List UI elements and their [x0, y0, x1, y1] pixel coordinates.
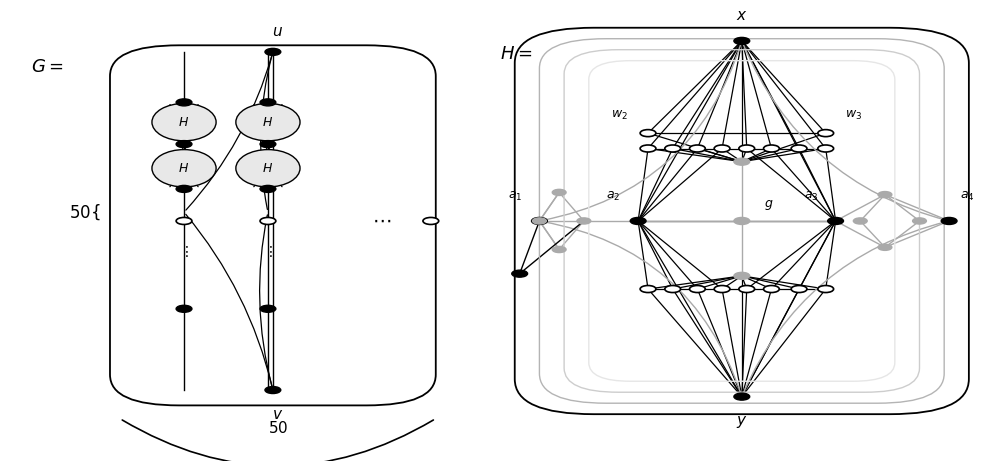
Circle shape [423, 218, 439, 225]
Text: $a_4$: $a_4$ [959, 190, 974, 203]
Circle shape [260, 141, 276, 148]
Circle shape [818, 130, 834, 136]
Circle shape [176, 185, 192, 192]
Circle shape [641, 285, 656, 293]
Text: $g$: $g$ [763, 198, 773, 212]
Text: $y$: $y$ [736, 414, 747, 430]
Circle shape [734, 218, 749, 225]
Ellipse shape [151, 150, 216, 187]
Circle shape [260, 218, 276, 225]
Circle shape [853, 218, 867, 224]
Circle shape [641, 145, 656, 152]
Circle shape [552, 189, 566, 195]
Circle shape [734, 272, 749, 279]
Circle shape [878, 244, 892, 250]
Circle shape [631, 218, 646, 225]
Text: $x$: $x$ [736, 9, 747, 24]
Text: $w_2$: $w_2$ [612, 109, 629, 122]
Circle shape [714, 145, 730, 152]
Circle shape [739, 285, 754, 293]
Ellipse shape [151, 103, 216, 141]
Circle shape [763, 285, 779, 293]
Circle shape [265, 386, 281, 394]
Text: $50$: $50$ [267, 420, 288, 436]
Circle shape [878, 191, 892, 198]
Circle shape [828, 218, 843, 225]
Circle shape [739, 145, 754, 152]
Text: $H$: $H$ [262, 116, 273, 129]
Circle shape [714, 285, 730, 293]
Circle shape [533, 218, 546, 224]
Ellipse shape [236, 150, 300, 187]
Circle shape [532, 218, 547, 225]
Circle shape [913, 218, 927, 224]
Text: $H$: $H$ [262, 162, 273, 175]
Circle shape [734, 393, 749, 400]
Text: $H$: $H$ [178, 116, 189, 129]
Circle shape [689, 285, 705, 293]
Text: $a_3$: $a_3$ [804, 190, 818, 203]
Text: $u$: $u$ [272, 25, 283, 39]
Circle shape [641, 130, 656, 136]
Text: $\vdots$: $\vdots$ [179, 244, 189, 259]
Circle shape [176, 99, 192, 106]
Circle shape [763, 145, 779, 152]
Circle shape [552, 247, 566, 253]
Circle shape [791, 145, 807, 152]
Text: $w_3$: $w_3$ [845, 109, 862, 122]
Circle shape [818, 285, 834, 293]
Circle shape [260, 305, 276, 312]
Text: $v$: $v$ [272, 408, 283, 422]
Circle shape [941, 218, 957, 225]
Circle shape [689, 145, 705, 152]
Circle shape [512, 270, 528, 277]
Text: $50\{$: $50\{$ [69, 202, 101, 222]
Circle shape [734, 37, 749, 44]
Circle shape [665, 145, 680, 152]
Circle shape [176, 141, 192, 148]
Text: $H$: $H$ [178, 162, 189, 175]
Circle shape [577, 218, 591, 224]
Circle shape [734, 158, 749, 165]
Text: $G =$: $G =$ [31, 58, 63, 76]
Circle shape [260, 99, 276, 106]
Ellipse shape [236, 103, 300, 141]
Circle shape [176, 218, 192, 225]
Text: $a_2$: $a_2$ [606, 190, 621, 203]
Circle shape [791, 285, 807, 293]
Text: $\vdots$: $\vdots$ [263, 244, 273, 259]
Circle shape [265, 48, 281, 55]
Circle shape [260, 185, 276, 192]
Circle shape [176, 305, 192, 312]
Text: $\cdots$: $\cdots$ [372, 212, 391, 230]
Text: $H =$: $H =$ [500, 45, 532, 63]
Circle shape [818, 145, 834, 152]
Circle shape [665, 285, 680, 293]
Text: $a_1$: $a_1$ [508, 190, 522, 203]
